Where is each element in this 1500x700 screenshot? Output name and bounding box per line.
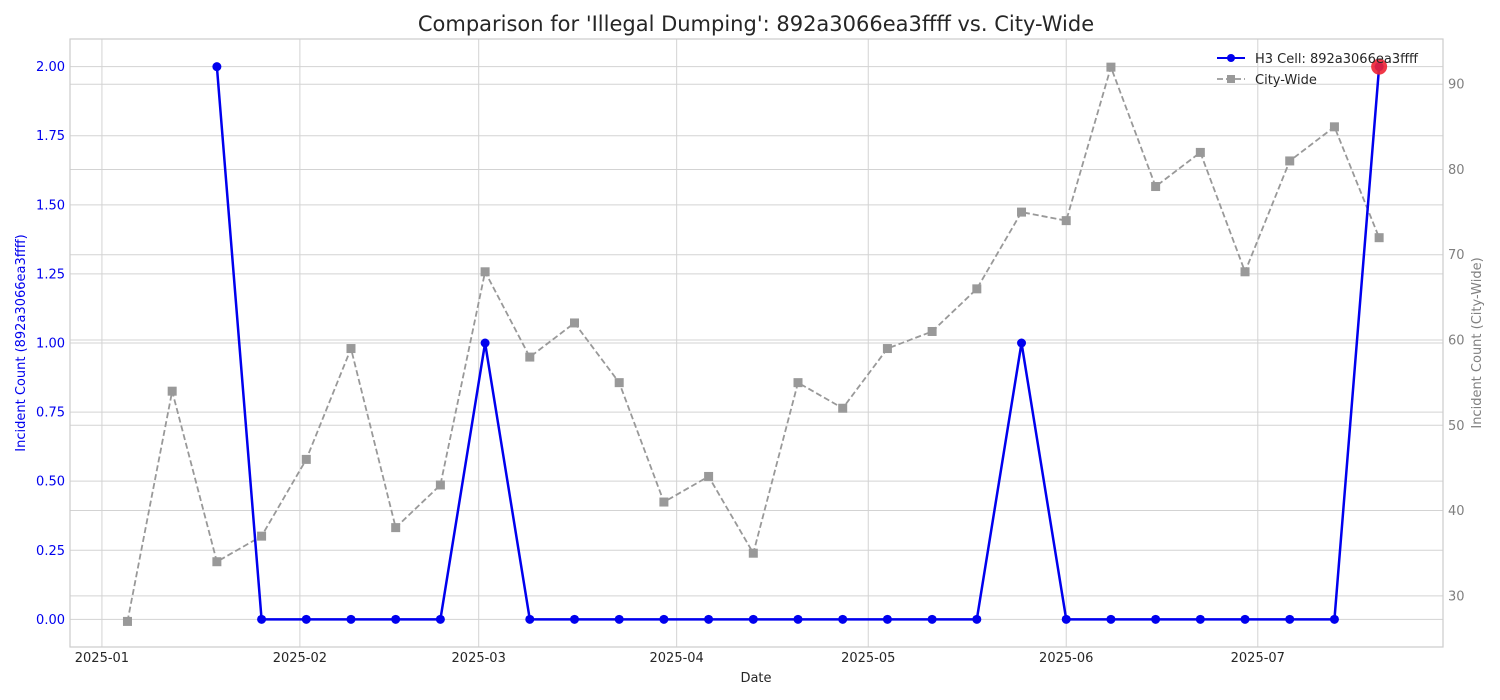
h3-cell-point [838,614,848,624]
x-tick-label: 2025-05 [841,651,895,666]
chart-title: Comparison for 'Illegal Dumping': 892a30… [418,12,1094,36]
y-right-tick-label: 50 [1448,419,1465,434]
city-wide-point [838,403,848,413]
h3-cell-point [301,614,311,624]
y-right-tick-label: 70 [1448,248,1465,263]
y-left-tick-label: 0.00 [36,613,65,628]
y-right-tick-label: 40 [1448,504,1465,519]
city-wide-point [1374,233,1384,243]
grid [70,39,1443,647]
city-wide-point [1329,122,1339,132]
city-wide-point [480,267,490,277]
h3-cell-point [525,614,535,624]
h3-cell-point [1329,614,1339,624]
legend-city-label: City-Wide [1255,73,1317,88]
city-wide-point [927,326,937,336]
city-wide-point [1151,182,1161,192]
h3-cell-point [1017,338,1027,348]
h3-cell-point [972,614,982,624]
y-left-tick-label: 0.25 [36,544,65,559]
city-wide-point [569,318,579,328]
city-wide-point [1240,267,1250,277]
city-wide-point [257,531,267,541]
y-left-tick-label: 1.25 [36,267,65,282]
h3-cell-point [882,614,892,624]
y-right-tick-label: 90 [1448,78,1465,93]
h3-cell-point [1240,614,1250,624]
city-wide-point [525,352,535,362]
h3-cell-point [480,338,490,348]
h3-cell-point [569,614,579,624]
city-wide-point [391,523,401,533]
h3-cell-point [1285,614,1295,624]
h3-cell-point [1151,614,1161,624]
city-wide-point [122,616,132,626]
y-axis-left-label: Incident Count (892a3066ea3ffff) [14,234,29,451]
h3-cell-point [1061,614,1071,624]
y-left-tick-label: 2.00 [36,60,65,75]
x-tick-label: 2025-02 [273,651,327,666]
ticks: 2025-01 2025-02 2025-03 2025-04 2025-05 2025-… [36,60,1465,666]
legend-h3-label: H3 Cell: 892a3066ea3ffff [1255,52,1419,67]
highlight-point [1371,58,1388,75]
x-tick-label: 2025-04 [650,651,704,666]
city-wide-point [346,344,356,354]
city-wide-point [1195,147,1205,157]
y-left-tick-label: 1.75 [36,129,65,144]
city-wide-point [704,471,714,481]
y-left-tick-label: 0.75 [36,406,65,421]
city-wide-point [882,344,892,354]
y-axis-right-label: Incident Count (City-Wide) [1470,257,1485,428]
y-left-tick-label: 0.50 [36,475,65,490]
h3-cell-point [212,62,222,72]
city-wide-point [614,378,624,388]
h3-cell-point [346,614,356,624]
h3-cell-point [793,614,803,624]
plot-frame [69,38,1444,648]
city-wide-point [972,284,982,294]
city-wide-point [748,548,758,558]
city-wide-point [1061,216,1071,226]
legend-city-marker [1227,75,1235,83]
legend-h3-marker [1227,54,1235,62]
h3-cell-point [704,614,714,624]
h3-cell-point [659,614,669,624]
city-wide-point [793,378,803,388]
city-wide-point [1285,156,1295,166]
x-tick-label: 2025-03 [452,651,506,666]
x-tick-label: 2025-07 [1231,651,1285,666]
city-wide-point [301,454,311,464]
y-left-tick-label: 1.00 [36,337,65,352]
x-tick-label: 2025-01 [75,651,129,666]
y-right-tick-label: 60 [1448,334,1465,349]
x-tick-label: 2025-06 [1039,651,1093,666]
city-wide-point [659,497,669,507]
city-wide-point [435,480,445,490]
city-wide-point [1106,62,1116,72]
y-right-tick-label: 80 [1448,163,1465,178]
city-wide-point [212,557,222,567]
h3-cell-point [1106,614,1116,624]
h3-cell-point [927,614,937,624]
h3-cell-point [614,614,624,624]
h3-cell-point [435,614,445,624]
h3-cell-point [391,614,401,624]
x-axis-label: Date [740,671,771,686]
city-wide-point [167,386,177,396]
y-right-tick-label: 30 [1448,589,1465,604]
legend: H3 Cell: 892a3066ea3ffff City-Wide [1217,52,1419,88]
city-wide-point [1017,207,1027,217]
h3-cell-point [748,614,758,624]
h3-cell-point [1195,614,1205,624]
chart-marks [122,58,1388,626]
h3-cell-point [257,614,267,624]
y-left-tick-label: 1.50 [36,198,65,213]
